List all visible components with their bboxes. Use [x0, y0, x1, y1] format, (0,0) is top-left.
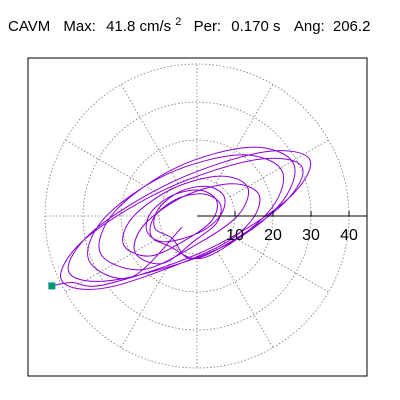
grid-spoke [215, 84, 274, 184]
title-part: 0.170 s [231, 18, 280, 35]
title-part: Max: [63, 18, 96, 35]
r-tick-label: 20 [264, 227, 282, 244]
r-tick-label: 40 [340, 227, 358, 244]
r-tick-label: 10 [226, 227, 244, 244]
grid-spoke [229, 234, 329, 293]
title-part: Ang: [294, 18, 325, 35]
trajectory [51, 146, 312, 290]
title-part: 206.2 [333, 18, 371, 35]
title-part: Per: [194, 18, 222, 35]
plot-frame [27, 57, 368, 377]
title-part: 41.8 cm/s [106, 18, 171, 35]
title-part: CAVM [8, 18, 50, 35]
grid-spoke [215, 248, 274, 348]
grid-spoke [229, 139, 329, 198]
start-marker [48, 282, 56, 290]
grid-spoke [120, 84, 179, 184]
r-tick-label: 30 [302, 227, 320, 244]
grid-spoke [65, 234, 165, 293]
grid-spoke [65, 139, 165, 198]
title-part: 2 [175, 16, 181, 28]
chart-title: CAVM Max: 41.8 cm/s 2 Per: 0.170 s Ang: … [8, 12, 370, 35]
